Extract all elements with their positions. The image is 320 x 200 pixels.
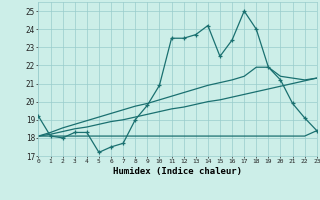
X-axis label: Humidex (Indice chaleur): Humidex (Indice chaleur) xyxy=(113,167,242,176)
